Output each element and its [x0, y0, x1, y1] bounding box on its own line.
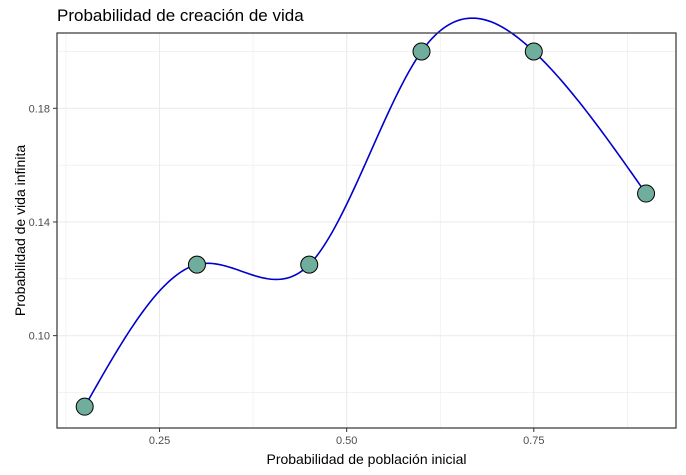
data-point-3: [412, 42, 431, 61]
data-point-1: [187, 255, 206, 274]
smooth-curve: [83, 17, 647, 408]
data-point-4: [524, 42, 543, 61]
data-point-5: [637, 184, 656, 203]
y-tick-label-0: 0.10: [29, 331, 50, 343]
grid-major: [57, 33, 676, 428]
grid-minor: [57, 33, 676, 428]
x-axis-title: Probabilidad de población inicial: [266, 451, 466, 467]
data-point-2: [300, 255, 319, 274]
y-tick-label-2: 0.18: [29, 103, 50, 115]
curve-layer: [83, 17, 647, 408]
x-tick-label-0: 0.25: [149, 435, 170, 447]
x-tick-label-2: 0.75: [523, 435, 544, 447]
y-tick-label-1: 0.14: [29, 217, 50, 229]
data-point-0: [75, 397, 94, 416]
x-axis-ticks: 0.25 0.50 0.75: [149, 428, 544, 447]
x-tick-label-1: 0.50: [336, 435, 357, 447]
y-axis-ticks: 0.10 0.14 0.18: [29, 103, 57, 343]
panel-border: [56, 32, 677, 429]
chart-title: Probabilidad de creación de vida: [57, 6, 304, 25]
points-layer: [75, 42, 656, 416]
y-axis-title: Probabilidad de vida infinita: [12, 145, 28, 316]
